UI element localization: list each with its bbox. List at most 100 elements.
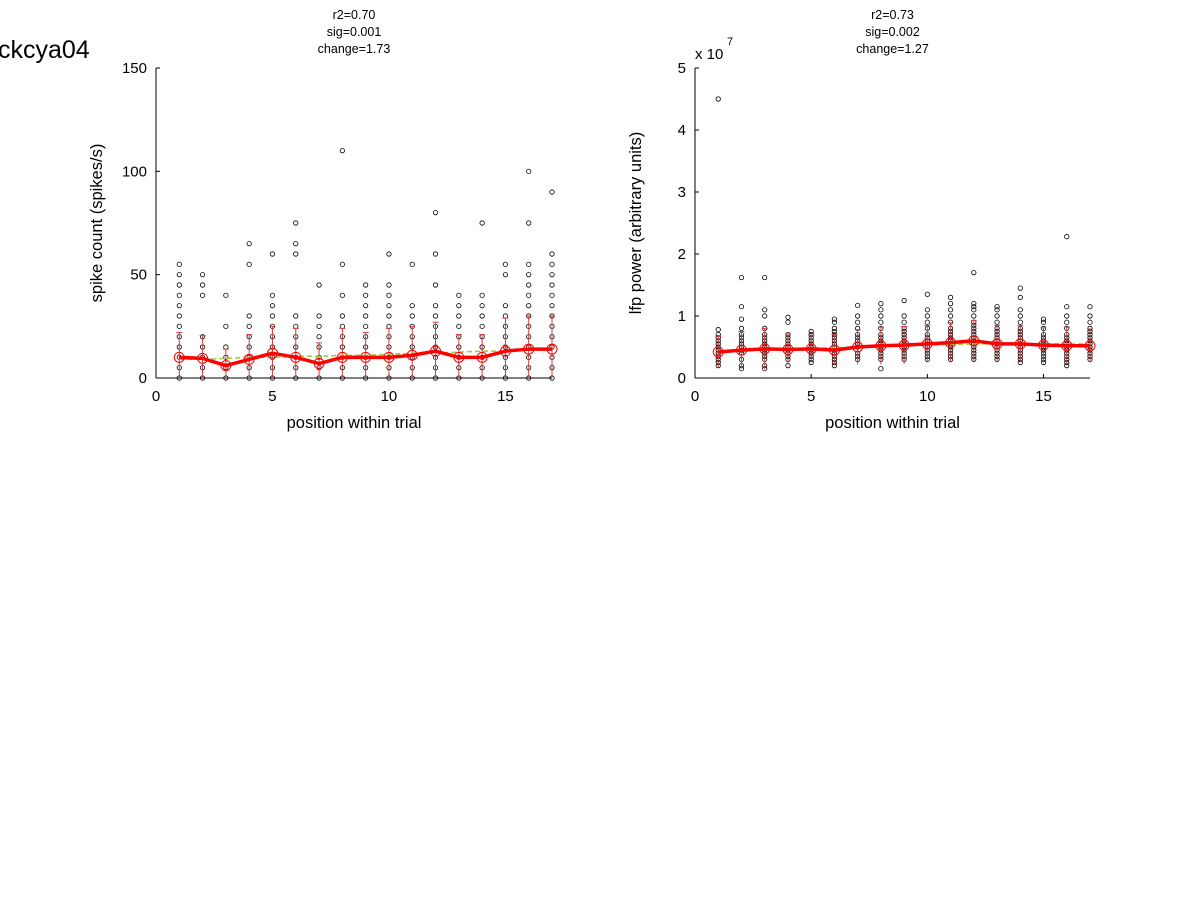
data-point: [1017, 307, 1023, 313]
y-tick-label: 4: [678, 122, 686, 139]
data-point: [878, 307, 884, 313]
data-point: [432, 210, 439, 216]
data-point: [1087, 313, 1093, 319]
data-point: [479, 313, 485, 319]
fit-line: [179, 348, 553, 361]
data-point: [386, 251, 392, 257]
data-point: [1017, 285, 1023, 291]
data-point: [738, 316, 745, 322]
mean-marker: [197, 352, 209, 364]
data-point: [269, 251, 276, 257]
mean-marker: [898, 339, 910, 351]
mean-marker: [266, 347, 278, 359]
x-tick-label: 0: [152, 388, 160, 405]
mean-marker: [430, 345, 442, 357]
data-point: [479, 303, 485, 309]
data-point: [432, 313, 439, 319]
stats-line: sig=0.002: [865, 25, 920, 39]
data-point: [1017, 294, 1023, 300]
data-point: [1040, 319, 1047, 325]
mean-marker: [476, 351, 488, 363]
data-point: [1064, 234, 1070, 240]
data-point: [994, 304, 1000, 310]
data-point: [901, 313, 907, 319]
data-point: [176, 261, 182, 267]
data-point: [502, 303, 509, 309]
data-point: [1017, 313, 1023, 319]
data-point: [808, 328, 814, 335]
mean-marker: [805, 343, 817, 355]
mean-marker: [313, 358, 325, 370]
data-point: [1064, 304, 1070, 310]
mean-marker: [852, 341, 864, 353]
data-point: [386, 303, 392, 309]
mean-marker: [712, 346, 724, 358]
data-point: [947, 300, 954, 307]
data-point: [386, 323, 392, 329]
mean-line: [179, 347, 552, 368]
stats-line: r2=0.73: [871, 8, 914, 22]
data-point: [878, 313, 884, 319]
x-tick-label: 0: [691, 388, 699, 405]
y-tick-label: 1: [678, 308, 686, 325]
mean-marker: [499, 345, 511, 357]
data-point: [1087, 319, 1093, 325]
data-point: [502, 272, 509, 278]
data-point: [479, 292, 485, 298]
data-point: [339, 148, 345, 154]
mean-marker: [782, 343, 794, 355]
data-point: [456, 303, 462, 309]
data-point: [549, 272, 555, 278]
x-axis-label: position within trial: [825, 414, 960, 432]
data-point: [526, 292, 532, 298]
data-point: [924, 307, 930, 313]
data-point: [924, 291, 930, 297]
data-point: [246, 313, 252, 319]
data-point: [479, 220, 485, 226]
data-point: [316, 313, 322, 319]
mean-marker: [991, 338, 1003, 350]
data-point: [762, 307, 768, 313]
data-point: [199, 282, 206, 288]
data-point: [971, 313, 977, 319]
data-point: [878, 319, 884, 325]
data-point: [738, 304, 745, 310]
data-point: [971, 304, 977, 310]
data-point: [316, 282, 322, 288]
mean-marker: [1014, 338, 1026, 350]
data-point: [901, 319, 907, 325]
data-point: [947, 313, 954, 319]
data-point: [526, 220, 532, 226]
data-point: [715, 327, 721, 333]
data-point: [947, 307, 954, 313]
data-point: [855, 319, 861, 325]
data-point: [199, 292, 206, 298]
mean-marker: [336, 351, 348, 363]
mean-line: [718, 339, 1090, 354]
data-point: [339, 261, 345, 267]
data-point: [549, 261, 555, 267]
data-point: [762, 274, 768, 281]
y-tick-label: 5: [678, 60, 686, 77]
data-point: [432, 251, 439, 257]
stats-line: change=1.73: [318, 42, 391, 56]
data-point: [831, 319, 838, 325]
data-point: [738, 325, 745, 331]
data-point: [456, 313, 462, 319]
data-point: [785, 314, 791, 320]
mean-marker: [290, 351, 302, 363]
mean-marker: [759, 343, 771, 355]
data-point: [549, 251, 555, 257]
data-point: [549, 303, 555, 309]
data-point: [456, 323, 462, 329]
x-tick-label: 10: [919, 388, 936, 405]
x-tick-label: 15: [1035, 388, 1052, 405]
y-tick-label: 100: [122, 163, 147, 180]
mean-marker: [735, 344, 747, 356]
data-point: [339, 292, 345, 298]
data-point: [502, 261, 509, 267]
data-point: [924, 313, 930, 319]
x-tick-label: 5: [268, 388, 276, 405]
data-point: [246, 323, 252, 329]
